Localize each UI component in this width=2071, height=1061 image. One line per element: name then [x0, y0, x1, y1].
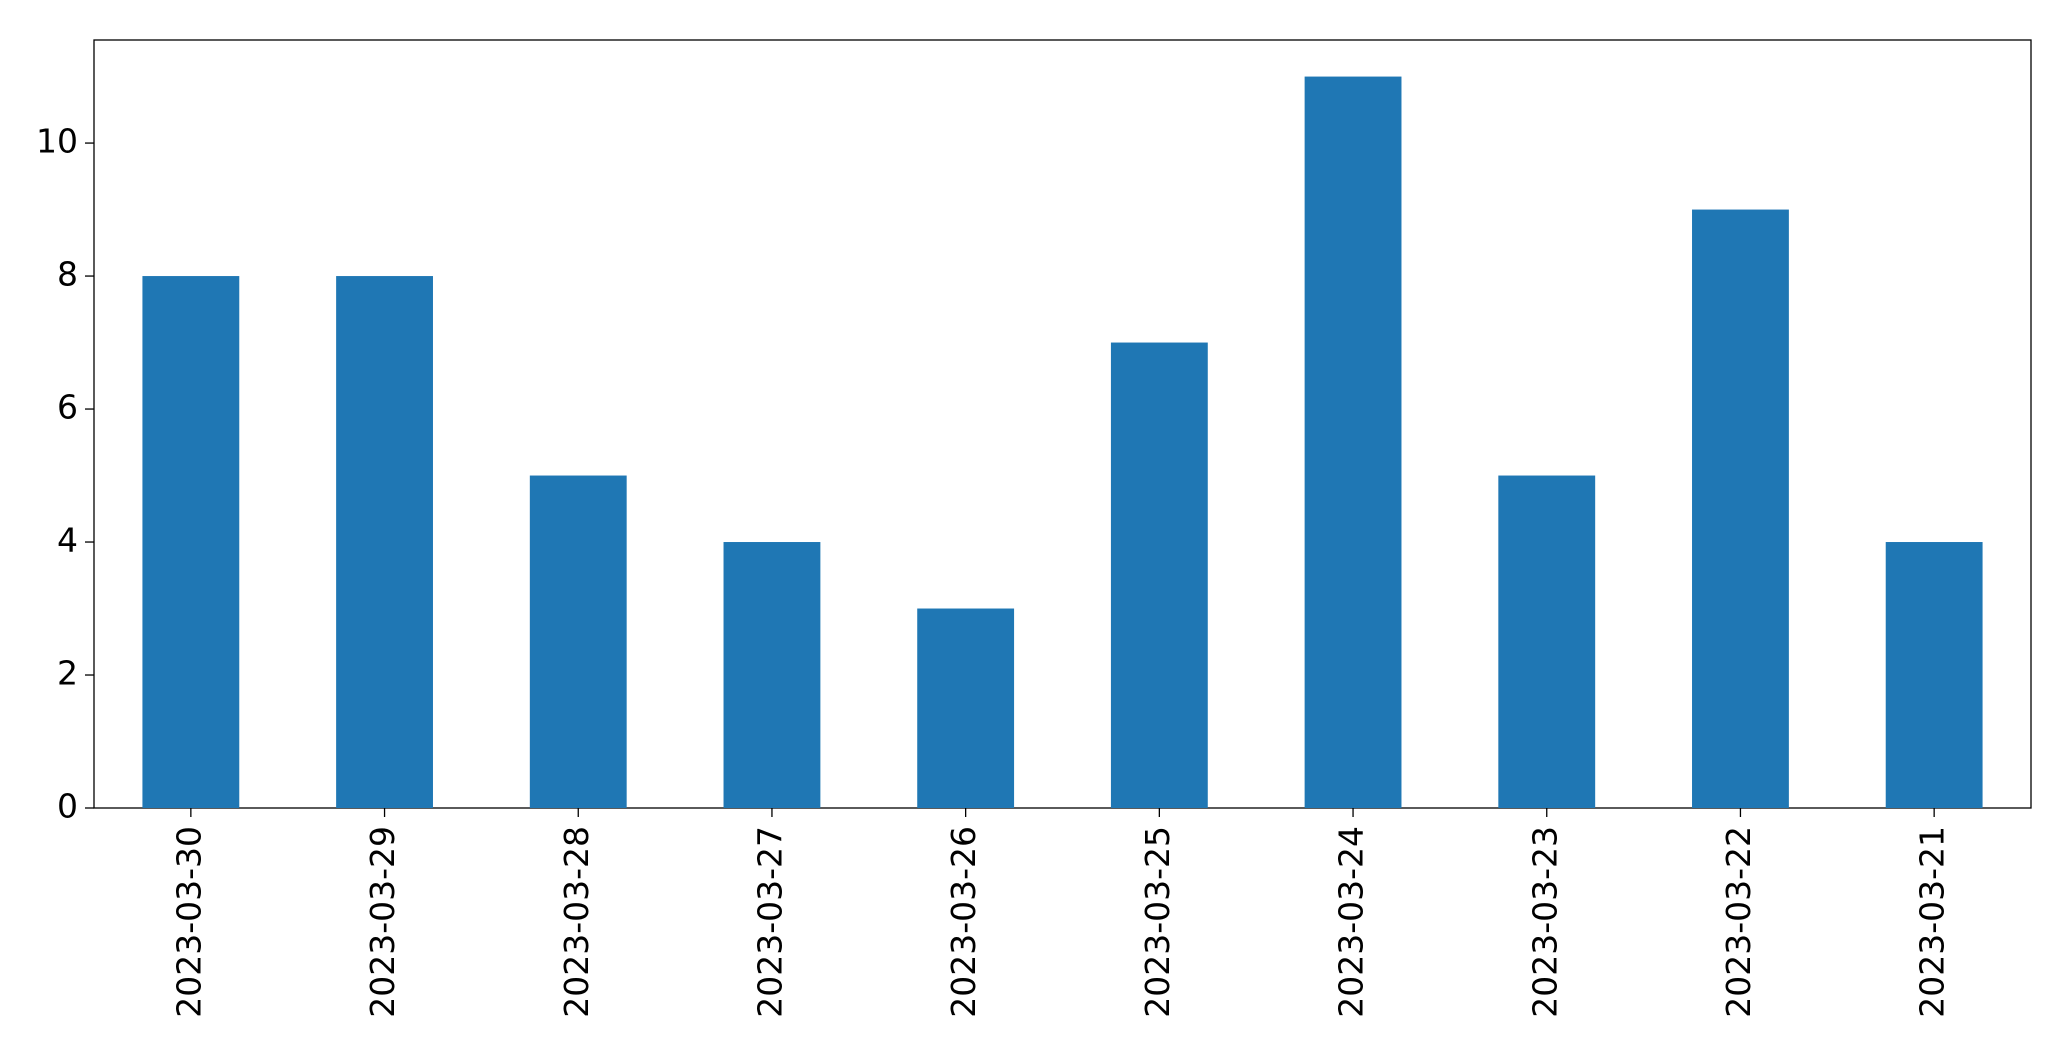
- bar: [917, 608, 1015, 808]
- x-tick-label: 2023-03-25: [1138, 826, 1177, 1018]
- y-tick-label: 10: [36, 122, 78, 161]
- x-tick-label: 2023-03-22: [1719, 826, 1758, 1018]
- bar: [1110, 342, 1208, 808]
- bar: [529, 475, 627, 808]
- x-tick-label: 2023-03-21: [1913, 826, 1952, 1018]
- bar: [336, 276, 433, 808]
- x-tick-label: 2023-03-28: [557, 826, 596, 1018]
- bar: [723, 542, 821, 808]
- x-tick-label: 2023-03-24: [1332, 826, 1371, 1018]
- bar: [142, 276, 240, 808]
- y-tick-label: 2: [57, 654, 78, 693]
- y-tick-label: 6: [57, 388, 78, 427]
- bar: [1304, 76, 1402, 809]
- x-tick-label: 2023-03-29: [363, 826, 402, 1018]
- x-tick-label: 2023-03-26: [944, 826, 983, 1018]
- x-tick-label: 2023-03-30: [169, 826, 208, 1018]
- bar: [1885, 542, 1983, 808]
- plot-frame: [93, 39, 2032, 809]
- y-tick-label: 8: [57, 255, 78, 294]
- y-tick-label: 0: [57, 787, 78, 826]
- y-tick-label: 4: [57, 521, 78, 560]
- bar: [1498, 475, 1596, 808]
- x-tick-label: 2023-03-23: [1525, 826, 1564, 1018]
- x-tick-label: 2023-03-27: [750, 826, 789, 1018]
- bar: [1692, 209, 1789, 808]
